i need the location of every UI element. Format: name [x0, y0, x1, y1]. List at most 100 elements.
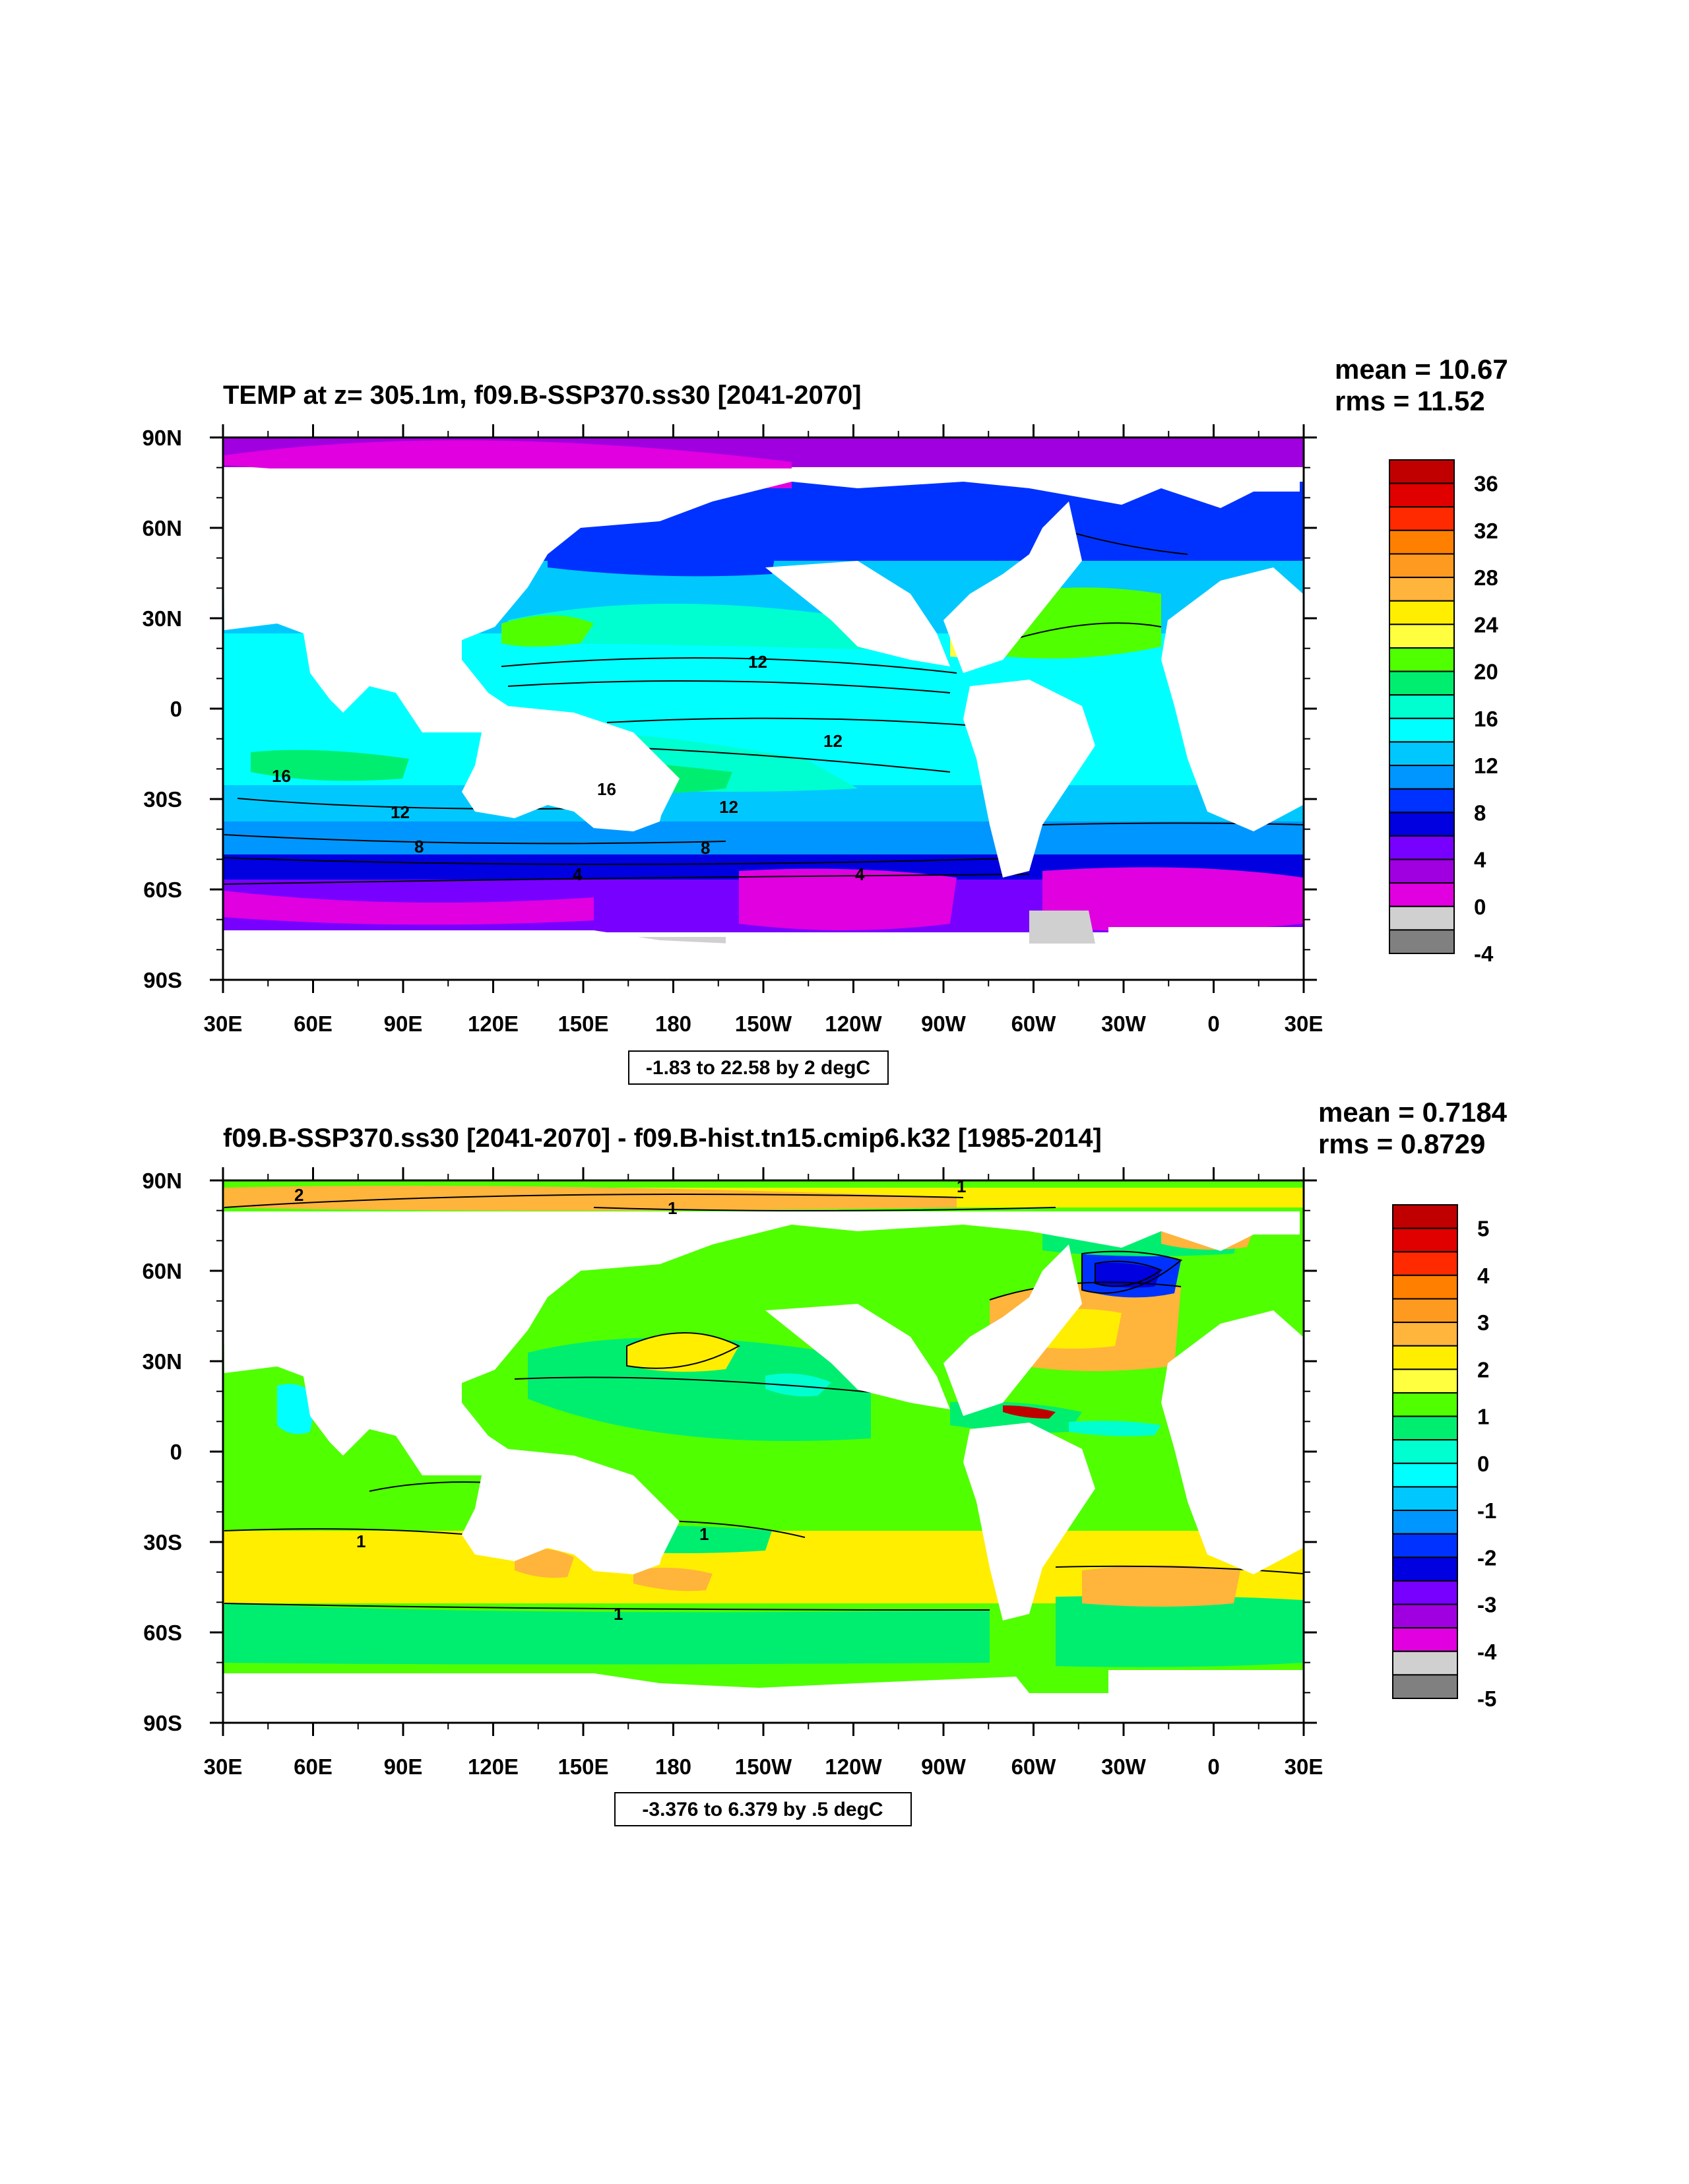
colorbar-swatch	[1392, 1415, 1458, 1441]
southern-magenta-2	[739, 868, 957, 930]
colorbar-swatch	[1389, 812, 1455, 837]
north-america-east-land	[943, 501, 1082, 673]
colorbar-swatch	[1389, 577, 1455, 602]
gulf-red	[1003, 1405, 1056, 1419]
contour-line	[626, 1332, 741, 1369]
colorbar-swatch	[1392, 1251, 1458, 1276]
contour-label: 12	[823, 731, 843, 751]
panel-1-contour-labels: 12 12 12 16 16 12 8 8 4 4	[272, 652, 865, 884]
north-america-west-land	[765, 561, 950, 666]
colorbar-swatch	[1389, 858, 1455, 884]
contour-line	[237, 798, 594, 810]
colorbar-label: 0	[1477, 1452, 1489, 1476]
colorbar-swatch	[1392, 1274, 1458, 1300]
north-pacific-warm	[508, 604, 877, 650]
panel-2-contour-info: -3.376 to 6.379 by .5 degC	[642, 1799, 883, 1820]
pacific-teal	[765, 1373, 831, 1397]
antarctic-coast-east	[1108, 927, 1304, 950]
panel-2-contour-labels: 2 1 1 1 1 1	[294, 1176, 966, 1624]
colorbar-label: -4	[1474, 942, 1494, 966]
x-tick-label: 90E	[384, 1012, 423, 1036]
y-tick-label: 60N	[142, 516, 182, 540]
contour-line	[606, 717, 977, 726]
indian-ocean-green	[251, 750, 409, 781]
arabian-cyan	[277, 1384, 317, 1434]
x-tick-label: 30E	[204, 1012, 243, 1036]
colorbar-label: 4	[1477, 1264, 1490, 1288]
colorbar-swatch	[1389, 600, 1455, 626]
y-tick-label: 90N	[142, 1169, 182, 1193]
contour-line	[1055, 1565, 1304, 1574]
eurasia-land	[223, 1211, 1300, 1574]
colorbar-swatch	[1392, 1392, 1458, 1417]
eurasia-land	[223, 468, 1300, 831]
colorbar-swatch	[1392, 1204, 1458, 1229]
colorbar-swatch	[1392, 1603, 1458, 1629]
x-tick-label: 150W	[735, 1012, 792, 1036]
north-america-west-land	[765, 1304, 950, 1409]
contour-line	[1042, 822, 1304, 825]
africa-land	[1161, 1310, 1303, 1574]
y-tick-label: 30N	[142, 1349, 182, 1374]
antarctic-coast	[223, 930, 1029, 950]
x-tick-label: 60E	[294, 1012, 333, 1036]
colorbar-swatch	[1392, 1298, 1458, 1324]
x-tick-label: 60W	[1011, 1754, 1057, 1779]
colorbar-swatch	[1389, 459, 1455, 484]
panel-2-axes: 30E 60E 90E 120E 150E 180 150W 120W 90W 60W 30W 0 30…	[142, 1167, 1323, 1779]
colorbar-label: 16	[1474, 707, 1498, 731]
colorbar-swatch	[1389, 529, 1455, 555]
x-tick-label: 30W	[1101, 1012, 1147, 1036]
colorbar-swatch	[1392, 1322, 1458, 1347]
south-america-land	[963, 680, 1095, 878]
colorbar-swatch	[1392, 1462, 1458, 1488]
x-tick-label: 150E	[558, 1754, 608, 1779]
x-tick-label: 0	[1207, 1012, 1219, 1036]
panel-2-colorbar: 5 4 3 2 1 0 -1 -2 -3 -4 -5	[1392, 1204, 1497, 1711]
colorbar-swatch	[1389, 741, 1455, 767]
y-tick-label: 30S	[143, 1530, 182, 1555]
colorbar-swatch	[1392, 1580, 1458, 1605]
tasman-orange	[633, 1568, 713, 1591]
y-tick-label: 0	[170, 697, 182, 721]
colorbar-label: 4	[1474, 848, 1486, 872]
colorbar-swatch	[1389, 624, 1455, 649]
colorbar-label: -1	[1477, 1498, 1496, 1523]
panel-2-map: 2 1 1 1 1 1	[223, 1176, 1304, 1723]
x-tick-label: 180	[655, 1012, 691, 1036]
contour-label: 1	[668, 1198, 677, 1218]
colorbar-swatch	[1389, 506, 1455, 531]
colorbar-label: 20	[1474, 660, 1498, 684]
colorbar-swatch	[1392, 1227, 1458, 1253]
panel-1-contours	[224, 527, 1304, 885]
y-tick-label: 30S	[143, 787, 182, 812]
colorbar-swatch	[1392, 1368, 1458, 1394]
contour-label: 1	[614, 1604, 623, 1624]
labrador-dark	[1095, 1262, 1161, 1288]
north-america-east-land	[943, 1244, 1082, 1416]
colorbar-label: 5	[1477, 1217, 1489, 1241]
contour-line	[224, 1194, 964, 1208]
x-tick-label: 90E	[384, 1754, 423, 1779]
y-tick-label: 90S	[143, 968, 182, 992]
colorbar-label: 8	[1474, 800, 1486, 825]
x-tick-label: 30E	[1285, 1012, 1323, 1036]
contour-label: 1	[957, 1176, 966, 1196]
x-tick-label: 90W	[921, 1754, 967, 1779]
southern-green	[224, 1603, 990, 1665]
colorbar-swatch	[1392, 1674, 1458, 1699]
contour-line	[224, 874, 1030, 885]
antarctica-land	[223, 950, 1304, 980]
contour-line	[514, 1376, 872, 1393]
colorbar-swatch	[1389, 647, 1455, 672]
contour-label: 12	[719, 797, 738, 817]
atlantic-teal	[1069, 1421, 1161, 1436]
x-tick-label: 30E	[204, 1754, 243, 1779]
panel-1-colorbar: 36 32 28 24 20 16 12 8 4 0 -4	[1389, 459, 1498, 966]
colorbar-swatch	[1389, 670, 1455, 696]
y-tick-label: 60S	[143, 878, 182, 902]
colorbar-swatch	[1392, 1533, 1458, 1558]
colorbar-label: -2	[1477, 1545, 1496, 1570]
colorbar-label: -3	[1477, 1593, 1496, 1617]
x-tick-label: 120W	[825, 1754, 882, 1779]
